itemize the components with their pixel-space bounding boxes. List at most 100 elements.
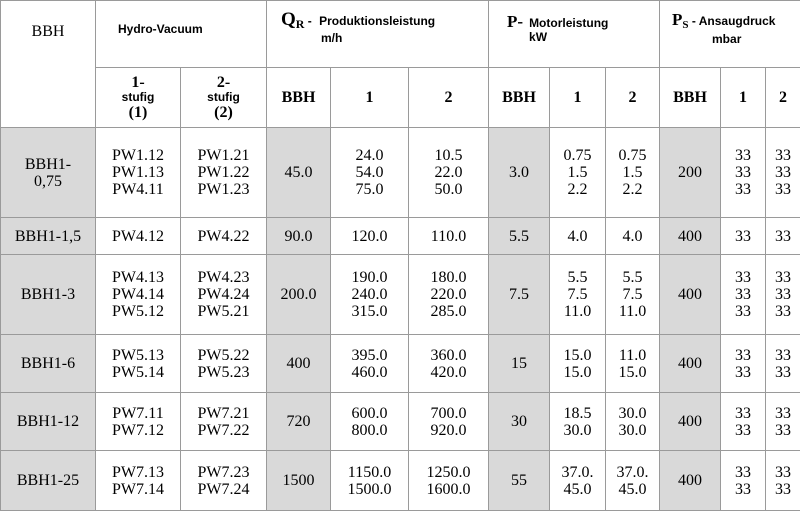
cell-line: PW7.13 — [112, 463, 164, 481]
cell-line: PW7.23 — [197, 463, 250, 481]
cell-line: 33 — [735, 286, 752, 303]
cell-line: 45.0 — [618, 480, 647, 498]
cell-q-1: 395.0 460.0 — [330, 334, 409, 393]
cell-line: 400 — [286, 355, 311, 372]
cell-ps-2: 33 33 — [765, 334, 800, 393]
cell-line: 0.75 — [618, 147, 647, 164]
cell-line: 360.0 — [430, 346, 467, 364]
cell-line: 10.5 — [434, 147, 463, 164]
cell-ps-bbh: 400 — [659, 217, 722, 255]
cell-line: PW4.12 — [112, 227, 164, 245]
cell-line: 37.0. — [616, 463, 649, 481]
cell-line: 11.0 — [618, 346, 647, 364]
table-row: BBH1- 0,75 PW1.12 PW1.13 PW4.11 PW1.21 PW1.22 P… — [0, 127, 800, 218]
header-q-bbh: BBH — [266, 67, 331, 128]
cell-line: 33 — [735, 164, 752, 181]
cell-q-1: 120.0 — [330, 217, 409, 255]
cell-line: PW7.11 — [112, 404, 164, 422]
cell-model: BBH1-3 — [0, 254, 96, 335]
cell-stage-1: PW5.13 PW5.14 — [95, 334, 181, 393]
cell-q-2: 110.0 — [407, 217, 490, 255]
cell-q-2: 360.0 420.0 — [407, 334, 490, 393]
cell-line: 33 — [735, 463, 752, 481]
header-suction-pressure: PS - Ansaugdruck mbar — [659, 0, 800, 68]
cell-line: PW7.24 — [197, 480, 250, 498]
header-motor-power: P- Motorleistung kW — [488, 0, 661, 68]
cell-line: PW4.14 — [112, 286, 164, 303]
cell-ps-bbh: 400 — [659, 254, 722, 335]
cell-q-1: 24.0 54.0 75.0 — [330, 127, 409, 218]
cell-line: 5.5 — [509, 227, 530, 245]
cell-q-bbh: 1500 — [266, 450, 331, 511]
cell-line: PW4.11 — [112, 181, 164, 198]
header-bbh: BBH — [0, 0, 96, 128]
cell-line: 400 — [678, 227, 703, 245]
cell-line: 4.0 — [622, 227, 643, 245]
cell-q-2: 1250.0 1600.0 — [407, 450, 490, 511]
cell-line: PW1.21 — [197, 147, 250, 164]
cell-line: PW4.23 — [197, 269, 250, 286]
cell-q-2: 700.0 920.0 — [407, 392, 490, 451]
cell-line: PW7.22 — [197, 421, 250, 439]
cell-line: 30.0 — [563, 421, 592, 439]
cell-q-bbh: 720 — [266, 392, 331, 451]
cell-line: 240.0 — [351, 286, 388, 303]
cell-line: 33 — [735, 480, 752, 498]
header-ps-bbh: BBH — [659, 67, 722, 128]
cell-line: 800.0 — [351, 421, 388, 439]
cell-ps-1: 33 33 — [720, 450, 767, 511]
cell-line: PW7.12 — [112, 421, 164, 439]
cell-line: BBH1-6 — [20, 355, 76, 372]
cell-line: BBH1-1,5 — [14, 227, 82, 245]
cell-line: 920.0 — [430, 421, 467, 439]
cell-line: 400 — [678, 286, 703, 303]
cell-p-2: 0.75 1.5 2.2 — [605, 127, 661, 218]
cell-line: 24.0 — [355, 147, 384, 164]
cell-stage-1: PW7.11 PW7.12 — [95, 392, 181, 451]
table-row: BBH1-1,5 PW4.12 PW4.22 90.0 120.0 110.0 5.5 4.0… — [0, 217, 800, 255]
cell-line: 11.0 — [618, 303, 647, 320]
cell-line: 200 — [678, 164, 703, 181]
cell-p-bbh: 7.5 — [488, 254, 551, 335]
cell-line: 15.0 — [618, 363, 647, 381]
cell-p-2: 37.0. 45.0 — [605, 450, 661, 511]
cell-line: 460.0 — [351, 363, 388, 381]
cell-line: PW7.21 — [197, 404, 250, 422]
cell-q-bbh: 90.0 — [266, 217, 331, 255]
header-stage-2: 2- stufig (2) — [180, 67, 267, 128]
cell-line: PW5.12 — [112, 303, 164, 320]
cell-line: PW1.13 — [112, 164, 164, 181]
cell-line: 45.0 — [284, 164, 313, 181]
cell-line: 7.5 — [509, 286, 530, 303]
cell-model: BBH1-25 — [0, 450, 96, 511]
cell-model: BBH1-1,5 — [0, 217, 96, 255]
cell-line: BBH1-3 — [20, 286, 76, 303]
cell-p-bbh: 5.5 — [488, 217, 551, 255]
cell-line: 7.5 — [622, 286, 643, 303]
cell-stage-1: PW4.13 PW4.14 PW5.12 — [95, 254, 181, 335]
cell-line: 0,75 — [34, 172, 62, 190]
cell-line: 33 — [735, 363, 752, 381]
cell-ps-2: 33 — [765, 217, 800, 255]
cell-line: 5.5 — [622, 269, 643, 286]
cell-p-2: 30.0 30.0 — [605, 392, 661, 451]
cell-ps-2: 33 33 — [765, 392, 800, 451]
cell-line: 33 — [775, 164, 792, 181]
cell-ps-bbh: 400 — [659, 392, 722, 451]
cell-line: 600.0 — [351, 404, 388, 422]
cell-line: 0.75 — [563, 147, 592, 164]
cell-p-1: 15.0 15.0 — [549, 334, 607, 393]
cell-ps-2: 33 33 33 — [765, 254, 800, 335]
cell-line: 33 — [775, 421, 792, 439]
header-ps-1: 1 — [720, 67, 767, 128]
cell-line: 45.0 — [563, 480, 592, 498]
cell-stage-1: PW1.12 PW1.13 PW4.11 — [95, 127, 181, 218]
cell-q-2: 180.0 220.0 285.0 — [407, 254, 490, 335]
cell-p-1: 0.75 1.5 2.2 — [549, 127, 607, 218]
cell-line: 15 — [511, 355, 528, 372]
cell-line: BBH1- — [24, 155, 72, 173]
cell-line: 33 — [735, 269, 752, 286]
cell-model: BBH1- 0,75 — [0, 127, 96, 218]
table-row: BBH1-3 PW4.13 PW4.14 PW5.12 PW4.23 PW4.24 PW5.… — [0, 254, 800, 335]
cell-line: 285.0 — [430, 303, 467, 320]
